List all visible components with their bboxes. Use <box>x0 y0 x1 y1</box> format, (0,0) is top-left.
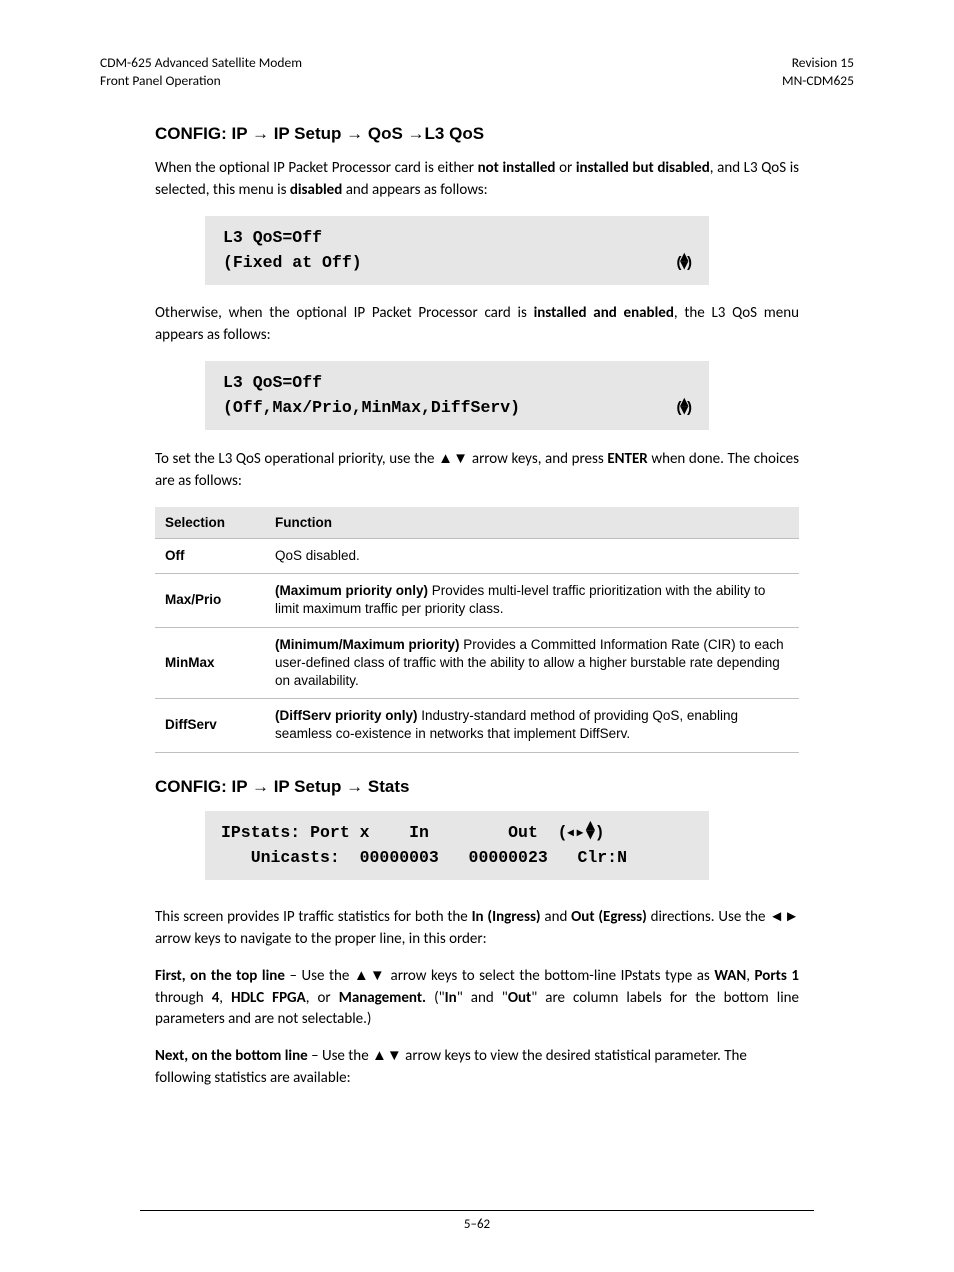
page-footer: 5–62 <box>140 1210 814 1232</box>
para-l3qos-intro: When the optional IP Packet Processor ca… <box>155 158 799 202</box>
header-right-2: MN-CDM625 <box>782 72 854 90</box>
qos-selection-cell: MinMax <box>155 627 265 699</box>
para-stats-intro: This screen provides IP traffic statisti… <box>155 906 799 951</box>
header-left-2: Front Panel Operation <box>100 72 302 90</box>
table-row: OffQoS disabled. <box>155 538 799 573</box>
qos-function-cell: (Maximum priority only) Provides multi-l… <box>265 574 799 627</box>
qos-selection-cell: DiffServ <box>155 699 265 752</box>
lcd-l3qos-options: L3 QoS=Off (Off,Max/Prio,MinMax,DiffServ… <box>205 361 709 431</box>
lcd-l3qos-off-fixed: L3 QoS=Off (Fixed at Off) (▴▾) <box>205 216 709 286</box>
section-heading-l3qos: CONFIG: IP → IP Setup → QoS →L3 QoS <box>155 124 799 144</box>
para-stats-first: First, on the top line – Use the ▲▼ arro… <box>155 965 799 1031</box>
table-row: MinMax(Minimum/Maximum priority) Provide… <box>155 627 799 699</box>
page-number: 5–62 <box>464 1217 490 1232</box>
page-header: CDM-625 Advanced Satellite Modem Front P… <box>100 54 854 90</box>
para-l3qos-otherwise: Otherwise, when the optional IP Packet P… <box>155 303 799 347</box>
qos-function-cell: (DiffServ priority only) Industry-standa… <box>265 699 799 752</box>
qos-function-cell: (Minimum/Maximum priority) Provides a Co… <box>265 627 799 699</box>
table-row: Max/Prio(Maximum priority only) Provides… <box>155 574 799 627</box>
header-right-1: Revision 15 <box>782 54 854 72</box>
header-left-1: CDM-625 Advanced Satellite Modem <box>100 54 302 72</box>
updown-icon: (▴▾) <box>676 397 691 420</box>
lcd-ipstats: IPstats: Port x In Out (◂ ▸ ▴▾) Unicasts… <box>205 811 709 881</box>
qos-selection-cell: Max/Prio <box>155 574 265 627</box>
qos-selection-cell: Off <box>155 538 265 573</box>
qos-th-function: Function <box>265 507 799 539</box>
para-l3qos-set: To set the L3 QoS operational priority, … <box>155 448 799 493</box>
para-stats-next: Next, on the bottom line – Use the ▲▼ ar… <box>155 1045 799 1090</box>
qos-function-cell: QoS disabled. <box>265 538 799 573</box>
updown-icon: (▴▾) <box>676 252 691 275</box>
table-row: DiffServ(DiffServ priority only) Industr… <box>155 699 799 752</box>
section-heading-stats: CONFIG: IP → IP Setup → Stats <box>155 777 799 797</box>
qos-th-selection: Selection <box>155 507 265 539</box>
qos-table: Selection Function OffQoS disabled.Max/P… <box>155 507 799 753</box>
